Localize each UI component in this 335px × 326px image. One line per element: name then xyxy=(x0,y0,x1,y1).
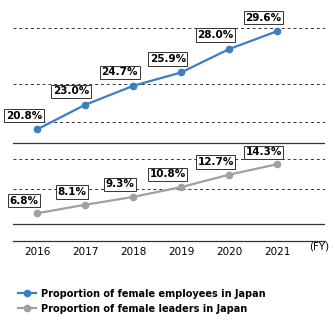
Text: 10.8%: 10.8% xyxy=(150,170,186,179)
Text: 29.6%: 29.6% xyxy=(246,13,282,23)
Text: 23.0%: 23.0% xyxy=(53,86,89,96)
Text: 12.7%: 12.7% xyxy=(197,157,234,167)
Text: 14.3%: 14.3% xyxy=(246,147,282,157)
Text: 6.8%: 6.8% xyxy=(9,196,39,205)
Legend: Proportion of female employees in Japan, Proportion of female leaders in Japan: Proportion of female employees in Japan,… xyxy=(18,289,265,314)
Text: 8.1%: 8.1% xyxy=(57,187,86,197)
Text: 28.0%: 28.0% xyxy=(198,30,234,40)
Text: 9.3%: 9.3% xyxy=(106,179,134,189)
Text: (FY): (FY) xyxy=(310,241,330,251)
Text: 24.7%: 24.7% xyxy=(102,67,138,77)
Text: 25.9%: 25.9% xyxy=(150,54,186,64)
Text: 20.8%: 20.8% xyxy=(6,111,42,121)
